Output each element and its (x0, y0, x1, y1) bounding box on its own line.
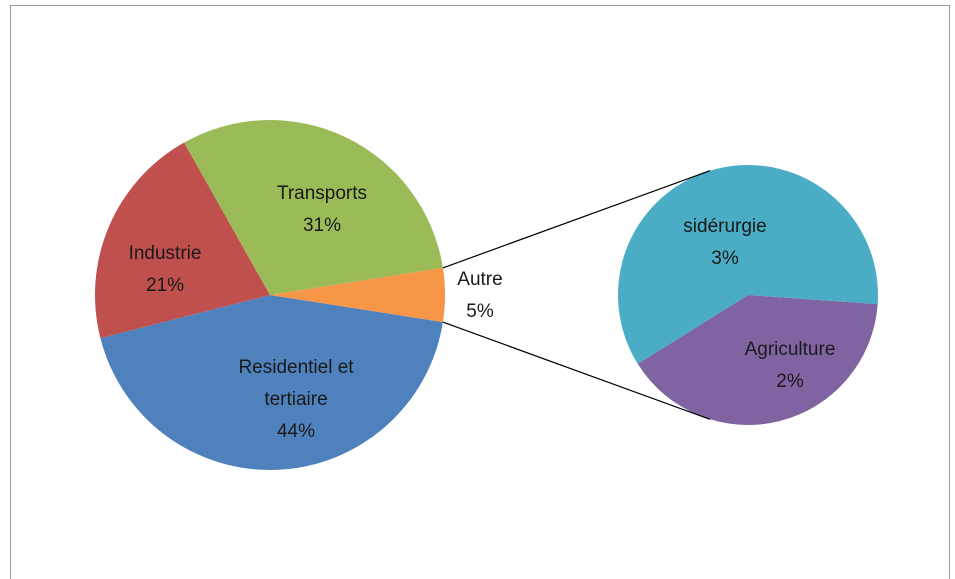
data-label: Industrie 21% (105, 238, 225, 302)
pie-slice (637, 295, 878, 426)
label-line: Agriculture (744, 339, 836, 360)
connector-line (442, 170, 711, 269)
data-label: Agriculture 2% (715, 334, 865, 398)
label-line: Industrie (128, 243, 202, 264)
pie-slice (270, 267, 445, 323)
connector-line (442, 321, 711, 420)
data-label: Autre 5% (440, 264, 520, 328)
label-line: Transports (276, 183, 368, 204)
label-line: 31% (302, 215, 342, 236)
label-line: 44% (276, 421, 316, 442)
label-line: Residentiel et tertiaire (238, 357, 354, 410)
label-line: 5% (466, 301, 494, 322)
data-label: sidérurgie 3% (650, 211, 800, 275)
pie-slice (100, 295, 443, 471)
pie-slice (618, 165, 878, 364)
data-label: Transports 31% (237, 178, 407, 242)
label-line: sidérurgie (683, 216, 767, 237)
chart-frame (10, 5, 950, 579)
label-line: 3% (711, 248, 739, 269)
pie-slice (95, 142, 270, 339)
label-line: 21% (145, 275, 185, 296)
pie-slice (184, 119, 443, 295)
label-line: Autre (457, 269, 503, 290)
label-line: 2% (776, 371, 804, 392)
data-label: Residentiel et tertiaire 44% (211, 352, 381, 448)
